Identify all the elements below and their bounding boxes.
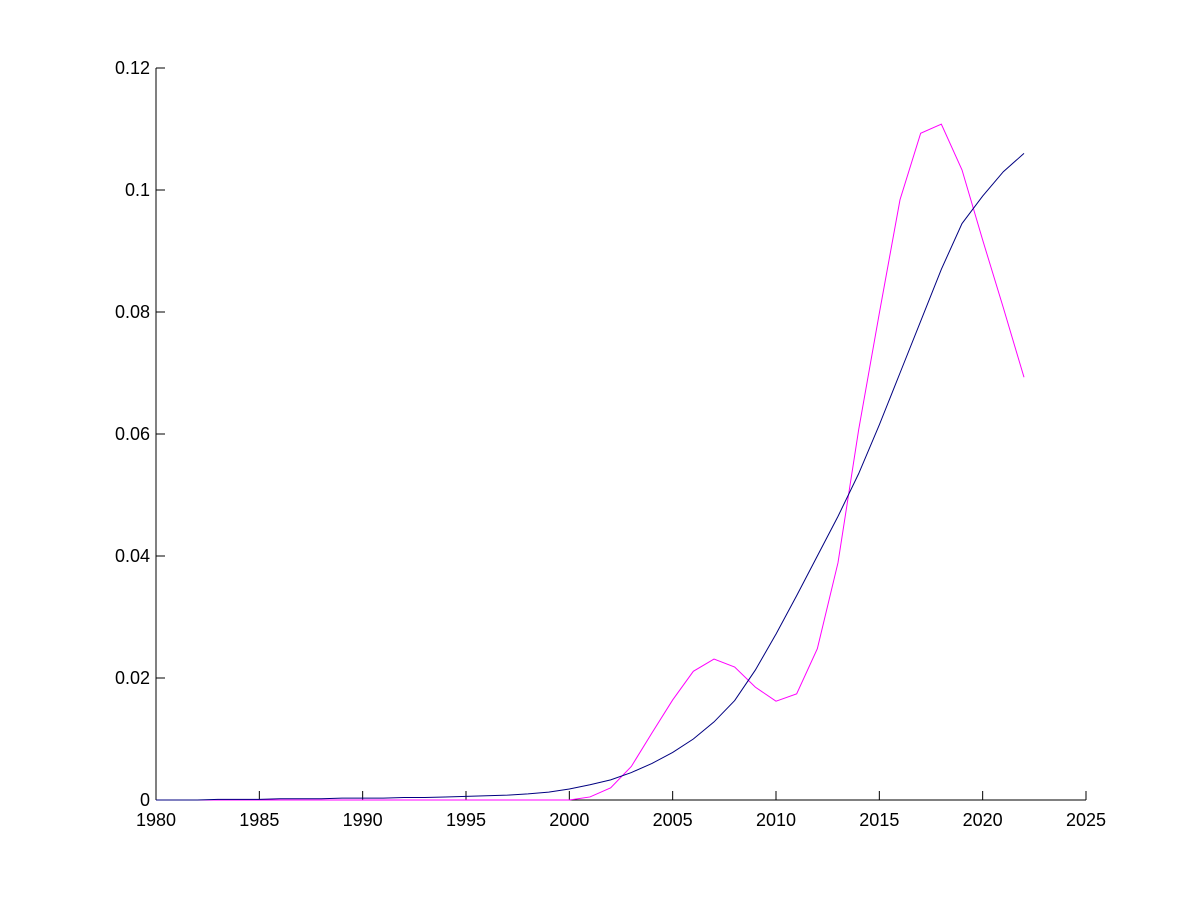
x-tick-label: 2025 [1066,810,1106,830]
data-line [156,123,1025,801]
x-tick-label: 2010 [756,810,796,830]
y-tick-label: 0.1 [125,180,150,200]
y-tick-label: 0.02 [115,668,150,688]
x-tick-label: 1985 [239,810,279,830]
x-tick-label: 2020 [963,810,1003,830]
x-tick-label: 1980 [136,810,176,830]
x-tick-label: 2005 [653,810,693,830]
data-line [156,153,1025,801]
y-tick-label: 0 [140,790,150,810]
y-tick-label: 0.12 [115,58,150,78]
y-tick-label: 0.08 [115,302,150,322]
x-tick-label: 2000 [549,810,589,830]
x-tick-label: 1990 [343,810,383,830]
y-tick-label: 0.04 [115,546,150,566]
y-tick-label: 0.06 [115,424,150,444]
x-tick-label: 1995 [446,810,486,830]
x-tick-label: 2015 [859,810,899,830]
